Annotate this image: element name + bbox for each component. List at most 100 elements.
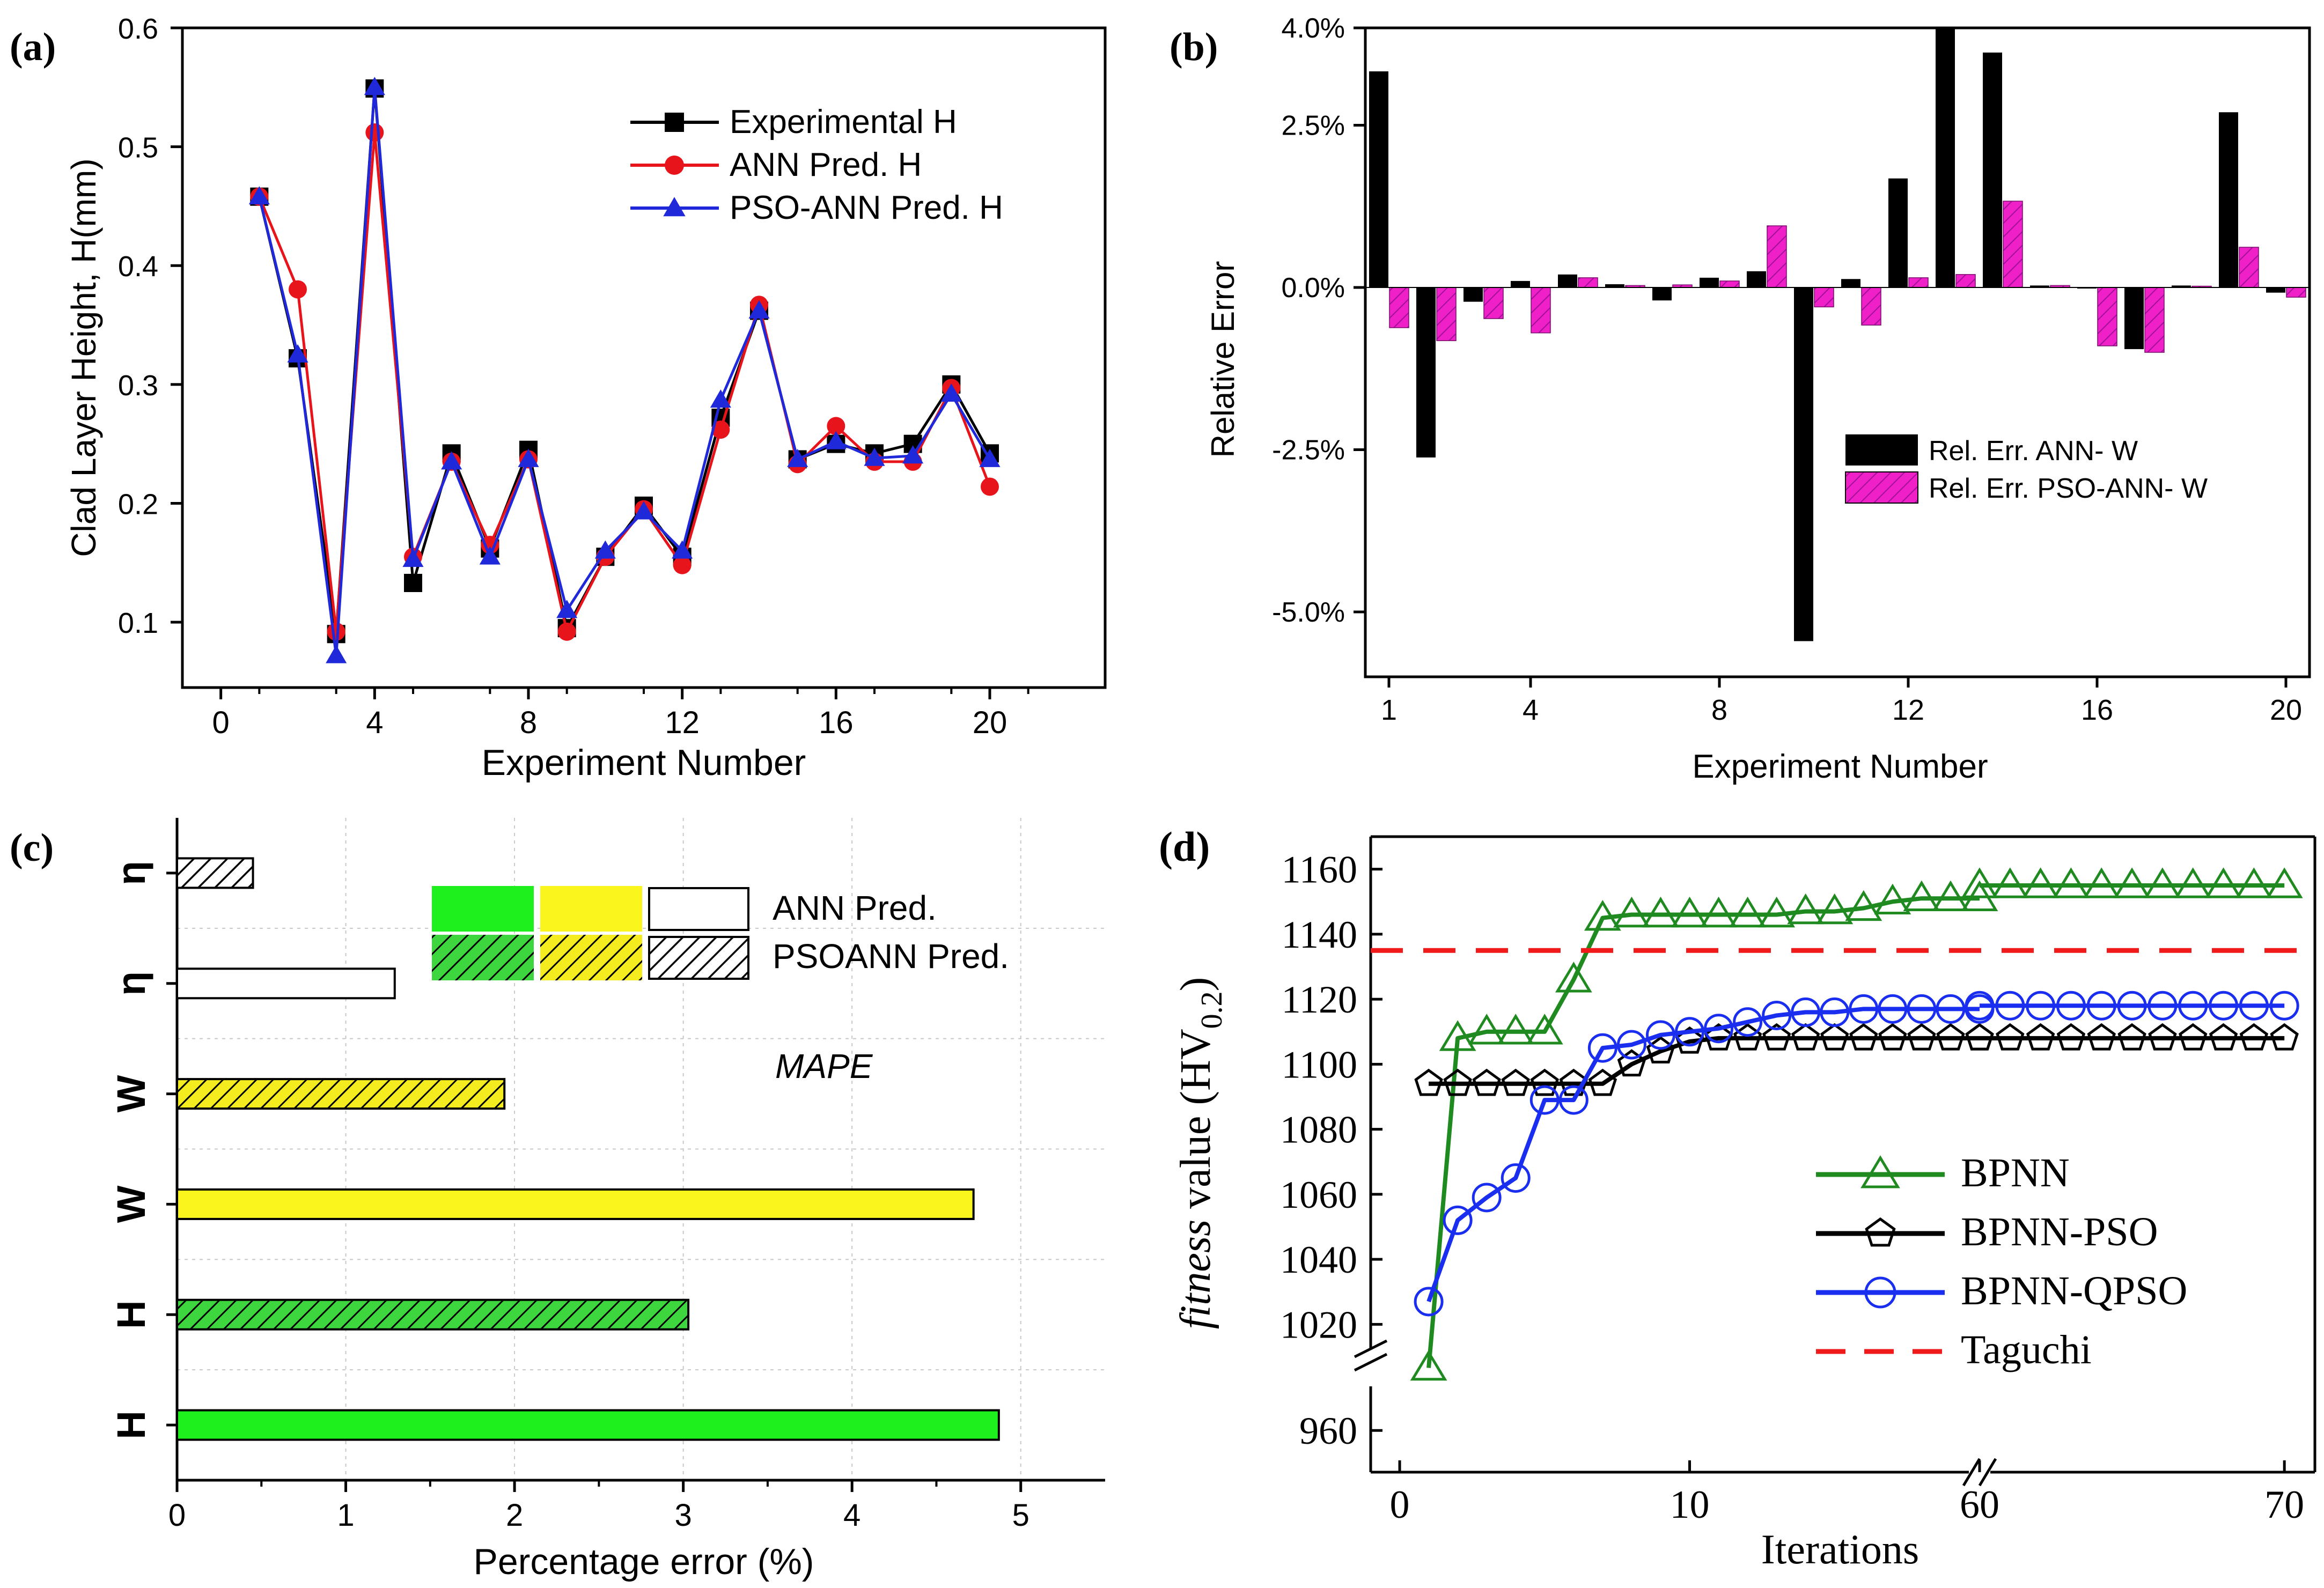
panel-d-series-line bbox=[1426, 896, 1980, 1368]
panel-d-data-point bbox=[1991, 867, 2029, 898]
panel-c-bar bbox=[176, 857, 254, 889]
panel-d-data-point bbox=[1410, 1349, 1447, 1381]
panel-d-data-point bbox=[1501, 1163, 1531, 1193]
panel-a-x-tick-label: 20 bbox=[973, 705, 1007, 740]
panel-a-data-point bbox=[365, 123, 384, 142]
panel-d-data-point bbox=[2083, 867, 2120, 898]
legend-bpnn: BPNN bbox=[1961, 1150, 2070, 1195]
panel-d-data-point bbox=[1907, 1023, 1936, 1051]
panel-c-category-label: W bbox=[109, 1185, 153, 1223]
panel-c-category-label: H bbox=[109, 1301, 153, 1329]
panel-d-data-point bbox=[2026, 991, 2056, 1021]
panel-d-data-point bbox=[1762, 1023, 1791, 1051]
panel-a-x-tick-label: 16 bbox=[819, 705, 854, 740]
panel-a-data-point bbox=[787, 448, 808, 467]
panel-d-data-point bbox=[1671, 896, 1708, 928]
panel-d-label: (d) bbox=[1159, 823, 1210, 870]
panel-b-bar bbox=[2030, 285, 2049, 287]
panel-d-data-point bbox=[2148, 1023, 2177, 1051]
legend-swatch-pso-ann-w bbox=[1845, 471, 1918, 504]
panel-b-y-tick-label: -5.0% bbox=[1272, 597, 1345, 628]
panel-d-legend: BPNN BPNN-PSO BPNN-QPSO Taguchi bbox=[1816, 1150, 2187, 1372]
panel-d-data-point bbox=[2117, 991, 2147, 1021]
panel-a-plot-frame bbox=[181, 26, 1107, 689]
panel-b-bar bbox=[1841, 279, 1860, 287]
panel-d-data-point bbox=[2235, 867, 2272, 898]
panel-c-bar bbox=[176, 1188, 975, 1220]
panel-d-data-point bbox=[2144, 867, 2181, 898]
panel-d-y-tick-label: 1120 bbox=[1282, 978, 1357, 1021]
panel-d-data-point bbox=[1501, 1068, 1530, 1096]
panel-c-x-axis: 0 1 2 3 4 5 bbox=[168, 1480, 1029, 1533]
legend-bpnn-qpso: BPNN-QPSO bbox=[1961, 1268, 2187, 1313]
panel-a-data-point bbox=[748, 300, 770, 319]
panel-d-data-point bbox=[1733, 1023, 1762, 1051]
panel-d-data-point bbox=[2056, 991, 2086, 1021]
panel-d-data-point bbox=[2053, 867, 2090, 898]
legend-swatch-ann-green bbox=[432, 886, 534, 932]
panel-a-legend-marker bbox=[663, 197, 686, 217]
panel-c-mape-annotation: MAPE bbox=[775, 1047, 873, 1085]
panel-b-plot-frame bbox=[1364, 26, 2311, 678]
panel-a-y-tick-label: 0.1 bbox=[118, 607, 158, 639]
panel-b-y-tick-label: 0.0% bbox=[1281, 272, 1345, 304]
legend-taguchi: Taguchi bbox=[1961, 1327, 2092, 1372]
panel-b-bar bbox=[1955, 274, 1976, 288]
panel-d-y-tick-label: 1100 bbox=[1282, 1043, 1357, 1086]
panel-d-data-point bbox=[1558, 1085, 1588, 1115]
panel-d-data-point bbox=[1414, 1287, 1444, 1317]
panel-d-y-tick-label: 960 bbox=[1299, 1409, 1357, 1452]
panel-d-legend-marker bbox=[1865, 1217, 1896, 1247]
panel-b-bar-chart: (b) 4.0% 2.5% 0.0% -2.5% -5.0% 1 4 8 12 16 20 Exp… bbox=[1170, 13, 2311, 785]
panel-d-data-point bbox=[1965, 991, 1995, 1021]
panel-b-bar bbox=[2097, 287, 2117, 346]
panel-d-x-tick-label: 0 bbox=[1390, 1483, 1410, 1527]
panel-a-data-point bbox=[402, 549, 424, 567]
panel-d-y-break-mark bbox=[1354, 1353, 1388, 1372]
legend-pso-ann-pred-h: PSO-ANN Pred. H bbox=[730, 189, 1003, 226]
panel-b-bar bbox=[1389, 287, 1409, 328]
panel-d-data-point bbox=[1497, 1014, 1534, 1045]
panel-d-data-point bbox=[1791, 997, 1821, 1027]
panel-a-legend-swatches bbox=[630, 113, 719, 217]
panel-d-data-point bbox=[1729, 896, 1767, 928]
panel-b-bar bbox=[1436, 287, 1457, 341]
panel-d-data-point bbox=[1588, 1068, 1617, 1096]
panel-a-y-tick-label: 0.3 bbox=[118, 370, 158, 402]
panel-d-x-axis: 0 10 60 70 bbox=[1390, 1460, 2304, 1527]
panel-a-label: (a) bbox=[10, 25, 56, 69]
panel-b-bar bbox=[2003, 201, 2023, 288]
panel-b-bar bbox=[1700, 277, 1719, 287]
panel-b-x-axis: 1 4 8 12 16 20 bbox=[1381, 677, 2302, 726]
panel-d-data-point bbox=[1526, 1014, 1563, 1045]
panel-a-y-tick-label: 0.5 bbox=[118, 132, 158, 164]
panel-d-data-point bbox=[1704, 1023, 1733, 1051]
panel-a-legend-marker bbox=[665, 113, 684, 132]
panel-d-data-point bbox=[1762, 1000, 1792, 1030]
panel-d-data-point bbox=[1936, 994, 1966, 1024]
panel-a-y-axis: 0.1 0.2 0.3 0.4 0.5 0.6 bbox=[118, 13, 182, 639]
panel-b-bar bbox=[1483, 287, 1504, 319]
panel-d-legend-swatches bbox=[1816, 1155, 1945, 1354]
panel-a-legend-marker bbox=[665, 156, 684, 175]
panel-b-bar bbox=[1888, 178, 1908, 287]
panel-c-horizontal-bar-chart: (c) 0 1 2 3 4 5 η η W W H H Percentage error (%) M… bbox=[10, 818, 1105, 1582]
panel-b-x-tick-label: 12 bbox=[1892, 694, 1924, 726]
panel-c-x-tick-label: 3 bbox=[675, 1498, 692, 1533]
panel-c-x-label: Percentage error (%) bbox=[474, 1541, 814, 1582]
panel-d-x-tick-label: 10 bbox=[1670, 1483, 1710, 1527]
panel-d-data-point bbox=[1820, 997, 1850, 1027]
panel-d-data-point bbox=[1961, 867, 1998, 898]
panel-c-category-label: H bbox=[109, 1410, 153, 1439]
panel-a-data-point bbox=[441, 451, 462, 470]
panel-b-bar bbox=[1605, 284, 1624, 287]
legend-swatch-pso-white bbox=[648, 936, 749, 980]
legend-experimental-h: Experimental H bbox=[730, 104, 957, 141]
panel-d-series-line bbox=[1426, 1007, 1980, 1303]
panel-d-data-point bbox=[1996, 1023, 2025, 1051]
panel-b-y-tick-label: 2.5% bbox=[1281, 110, 1345, 142]
panel-d-data-point bbox=[1472, 1068, 1501, 1096]
panel-d-data-point bbox=[2269, 991, 2299, 1021]
panel-d-y-break-mark bbox=[1354, 1339, 1388, 1358]
